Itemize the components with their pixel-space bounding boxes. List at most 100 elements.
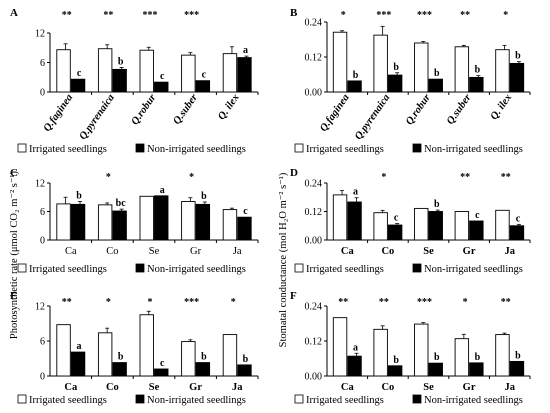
panels: A0612c**Q.fagineab**Q.pyrenaicac***Q.rob… <box>10 7 531 406</box>
significance-letter: c <box>160 71 165 82</box>
panel-letter: E <box>10 290 17 302</box>
x-tick-label: Ca <box>341 382 355 393</box>
bar-non-irrigated <box>387 224 403 241</box>
significance-stars: ** <box>501 297 511 308</box>
significance-letter: b <box>434 352 440 363</box>
panel-a: A 0 6 12 c ** Q.faginea b ** Q.pyrenaica c *** Q.rob… <box>10 7 259 155</box>
legend-swatch-irrigated <box>17 263 27 273</box>
x-tick-label: Co <box>106 246 118 257</box>
x-tick-label: Gr <box>190 246 202 257</box>
bar-irrigated <box>181 341 196 377</box>
significance-letter: bc <box>116 198 127 209</box>
bar-non-irrigated <box>469 220 484 241</box>
bar-irrigated <box>97 332 113 377</box>
legend-swatch-irrigated <box>17 143 27 153</box>
bar-irrigated <box>222 209 238 241</box>
panel-c: C 0 6 12 b Ca bc * Co a Se b * Gr c Ja Irrigated seedlin… <box>10 167 259 275</box>
x-tick-label: Q.suber <box>171 92 200 127</box>
x-tick-label: Ja <box>504 246 515 257</box>
significance-stars: * <box>106 297 111 308</box>
bar-irrigated <box>139 49 154 93</box>
bar-non-irrigated <box>469 76 484 93</box>
legend-swatch-non-irrigated <box>412 143 422 153</box>
y-tick-label: 0 <box>40 88 45 99</box>
legend-label-non-irrigated: Non-irrigated seedlings <box>424 264 523 275</box>
x-tick-label: Se <box>423 382 434 393</box>
bar-irrigated <box>414 323 429 377</box>
x-tick-label: Q.robur <box>130 92 159 127</box>
x-tick-label: Ca <box>64 382 78 393</box>
x-tick-label: Co <box>381 382 394 393</box>
significance-stars: ** <box>62 297 72 308</box>
legend-label-irrigated: Irrigated seedlings <box>29 144 107 155</box>
legend-label-irrigated: Irrigated seedlings <box>306 264 384 275</box>
x-tick-label: Q.pyrenaica <box>353 92 392 142</box>
y-tick-label: 0.00 <box>305 236 323 247</box>
x-tick-label: Ca <box>341 246 355 257</box>
significance-letter: b <box>201 191 207 202</box>
legend: Irrigated seedlings Non-irrigated seedlin… <box>294 143 523 155</box>
x-tick-label: Q.suber <box>445 92 474 127</box>
y-tick-label: 0.12 <box>305 207 323 218</box>
significance-letter: c <box>160 358 165 369</box>
bar-non-irrigated <box>195 80 211 93</box>
x-tick-label: Co <box>381 246 394 257</box>
y-tick-label: 12 <box>35 179 45 190</box>
bar-irrigated <box>56 203 71 241</box>
bar-non-irrigated <box>237 57 252 93</box>
bar-irrigated <box>222 334 238 377</box>
y-tick-label: 0.24 <box>305 179 323 190</box>
x-tick-label: Q.faginea <box>42 92 76 133</box>
bar-irrigated <box>495 334 510 377</box>
legend: Irrigated seedlings Non-irrigated seedlin… <box>294 263 523 275</box>
significance-letter: c <box>77 68 82 79</box>
significance-stars: * <box>503 10 508 21</box>
legend: Irrigated seedlings Non-irrigated seedlin… <box>17 263 246 275</box>
legend-swatch-non-irrigated <box>135 394 145 404</box>
legend-swatch-non-irrigated <box>412 394 422 404</box>
significance-letter: c <box>475 210 480 221</box>
bar-irrigated <box>56 324 71 377</box>
significance-stars: * <box>189 172 194 183</box>
bar-non-irrigated <box>347 201 362 241</box>
legend-swatch-non-irrigated <box>135 263 145 273</box>
bar-irrigated <box>454 211 470 241</box>
legend-label-irrigated: Irrigated seedlings <box>306 395 384 406</box>
y-tick-label: 0.12 <box>305 337 323 348</box>
bar-non-irrigated <box>195 203 211 241</box>
bar-irrigated <box>97 48 113 93</box>
bar-irrigated <box>97 204 113 241</box>
significance-letter: b <box>475 352 481 363</box>
significance-letter: b <box>475 65 481 76</box>
bar-non-irrigated <box>347 355 362 377</box>
x-tick-label: Gr <box>189 382 202 393</box>
legend: Irrigated seedlings Non-irrigated seedlin… <box>17 143 246 155</box>
y-tick-label: 6 <box>40 207 45 218</box>
significance-stars: ** <box>338 297 348 308</box>
significance-stars: ** <box>501 172 511 183</box>
bar-irrigated <box>56 49 71 93</box>
bar-non-irrigated <box>112 68 127 93</box>
bar-non-irrigated <box>428 211 443 241</box>
bar-irrigated <box>454 46 470 93</box>
significance-stars: * <box>231 297 236 308</box>
legend-swatch-irrigated <box>17 394 27 404</box>
legend-label-non-irrigated: Non-irrigated seedlings <box>147 395 246 406</box>
y-axis-label-photosynthesis: Photosynthetic rate (μmol CO₂ m⁻² s⁻¹) <box>9 170 20 339</box>
bar-irrigated <box>181 54 196 93</box>
y-tick-label: 0.24 <box>305 302 323 313</box>
significance-letter: c <box>516 213 521 224</box>
bar-non-irrigated <box>70 78 86 93</box>
significance-stars: ** <box>103 10 113 21</box>
significance-letter: c <box>243 206 248 217</box>
bar-non-irrigated <box>509 225 525 241</box>
significance-letter: a <box>77 341 82 352</box>
panel-d: D 0.00 0.12 0.24 a Ca c * Co b Se c ** Gr c ** Ja Irrigat… <box>290 167 531 275</box>
panel-letter: C <box>10 167 18 179</box>
bar-irrigated <box>332 31 348 93</box>
x-tick-label: Ja <box>232 382 243 393</box>
bar-non-irrigated <box>112 210 127 241</box>
bar-non-irrigated <box>154 81 169 93</box>
bar-non-irrigated <box>195 362 211 377</box>
bar-non-irrigated <box>70 203 86 241</box>
